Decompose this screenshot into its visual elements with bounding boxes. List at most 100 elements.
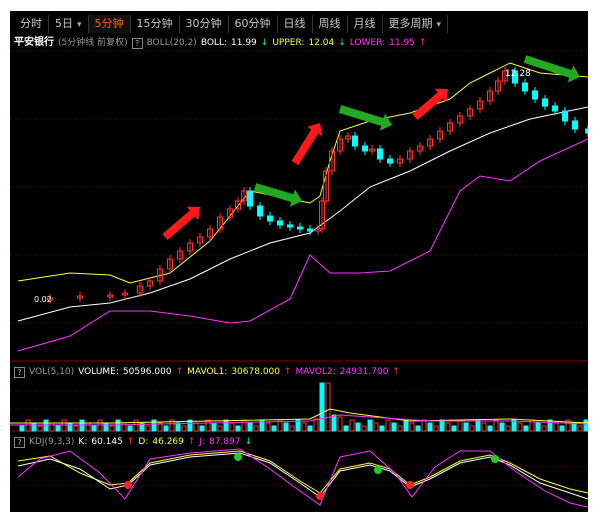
candle-body (562, 110, 568, 122)
tab-30min[interactable]: 30分钟 (180, 15, 229, 33)
candle-body (329, 150, 335, 172)
candle-body (241, 190, 247, 202)
candle-body (369, 148, 375, 152)
volume-bar (139, 422, 145, 432)
tab-intraday[interactable]: 分时 (14, 15, 49, 33)
volume-bar (217, 425, 223, 432)
indicator-name[interactable]: BOLL(20,2) (146, 38, 197, 48)
tab-more-periods[interactable]: 更多周期 ▾ (383, 15, 449, 33)
candle-body (323, 170, 329, 202)
candle-body (487, 90, 493, 102)
volume-bar (559, 425, 565, 432)
volume-bar (199, 425, 205, 432)
boll-label: BOLL: (200, 38, 227, 48)
volume-bar (313, 418, 319, 432)
volume-bar (37, 425, 43, 432)
tab-label: 60分钟 (234, 17, 271, 30)
arrow-up-icon: ↑ (392, 367, 400, 377)
tab-daily[interactable]: 日线 (278, 15, 313, 33)
death-cross-dot (406, 481, 414, 489)
volume-bar (547, 419, 553, 432)
low-price-label: 0.02 (34, 295, 52, 304)
indicator-name[interactable]: KDJ(9,3,3) (29, 437, 75, 447)
volume-bar (415, 425, 421, 432)
candle-body (177, 250, 183, 260)
candlesticks (47, 67, 588, 304)
volume-bar (331, 414, 337, 432)
volume-bar (469, 425, 475, 432)
candle-body (495, 80, 501, 92)
volume-bar (409, 422, 415, 432)
help-icon[interactable]: ? (131, 37, 143, 49)
candle-body (167, 258, 173, 270)
help-icon[interactable]: ? (14, 436, 25, 448)
volume-bar (505, 425, 511, 432)
kdj-indicator-bar: ? KDJ(9,3,3) K: 60.145 ↑ D: 46.269 ↑ J: 87.89… (14, 435, 252, 449)
tab-weekly[interactable]: 周线 (313, 15, 348, 33)
volume-bar (253, 425, 259, 432)
j-label: J: (199, 437, 206, 447)
j-value: 87.897 (209, 437, 241, 447)
volume-bar (439, 419, 445, 432)
candle-body (207, 228, 213, 238)
volume-bar (145, 425, 151, 432)
arrow-up-icon: ↑ (418, 38, 427, 48)
arrow-up-icon-shape (412, 88, 449, 121)
volume-bar (31, 422, 37, 432)
volume-bar (535, 422, 541, 432)
volume-bar (445, 422, 451, 432)
volume-bar (229, 422, 235, 432)
volume-bar (349, 419, 355, 432)
boll-mid-line (17, 106, 588, 322)
arrow-right-icon (253, 183, 303, 207)
volume-bar (337, 416, 343, 432)
volume-bar (193, 422, 199, 432)
mavol1-line (10, 408, 588, 424)
volume-bar (481, 422, 487, 432)
candle-body (217, 216, 223, 230)
volume-bar (361, 425, 367, 432)
tab-60min[interactable]: 60分钟 (229, 15, 278, 33)
candle-body (467, 108, 473, 117)
volume-bar (391, 422, 397, 432)
tab-15min[interactable]: 15分钟 (131, 15, 180, 33)
volume-bar (577, 425, 583, 432)
arrow-up-icon (412, 88, 449, 121)
tab-monthly[interactable]: 月线 (348, 15, 383, 33)
candle-body (107, 294, 113, 298)
candle-body (512, 70, 518, 84)
period-tabs: 分时 5日 ▾ 5分钟 15分钟 30分钟 60分钟 日线 周线 月线 更多周期 ▾ (14, 15, 449, 33)
stock-name: 平安银行 (14, 37, 54, 48)
arrow-down-icon: ↓ (260, 38, 269, 48)
high-price-label: 12.28 (505, 69, 531, 79)
candle-body (197, 236, 203, 244)
volume-bar (379, 425, 385, 432)
kdj-lines (17, 448, 588, 508)
volume-bar (325, 382, 331, 432)
volume-bar (487, 425, 493, 432)
candle-body (352, 135, 358, 147)
tab-label: 日线 (283, 17, 306, 30)
upper-label: UPPER: (272, 38, 305, 48)
d-value: 46.269 (152, 437, 184, 447)
indicator-name[interactable]: VOL(5,10) (29, 367, 75, 377)
candle-body (187, 242, 193, 252)
volume-bar (163, 425, 169, 432)
volume-bar (127, 425, 133, 432)
help-icon[interactable]: ? (14, 366, 25, 378)
volume-bar (499, 422, 505, 432)
volume-bar (55, 425, 61, 432)
tab-5min[interactable]: 5分钟 (88, 15, 131, 33)
volume-bar (583, 419, 588, 432)
death-cross-dot (124, 481, 132, 489)
volume-bar (235, 425, 241, 432)
volume-value: 50596.000 (122, 367, 172, 377)
candle-body (362, 145, 368, 152)
tab-5day[interactable]: 5日 ▾ (49, 15, 89, 33)
candle-body (552, 105, 558, 112)
candle-body (257, 205, 263, 217)
kdj-k-line (17, 452, 588, 500)
d-label: D: (138, 437, 149, 447)
volume-bar (433, 425, 439, 432)
volume-bar (289, 425, 295, 432)
